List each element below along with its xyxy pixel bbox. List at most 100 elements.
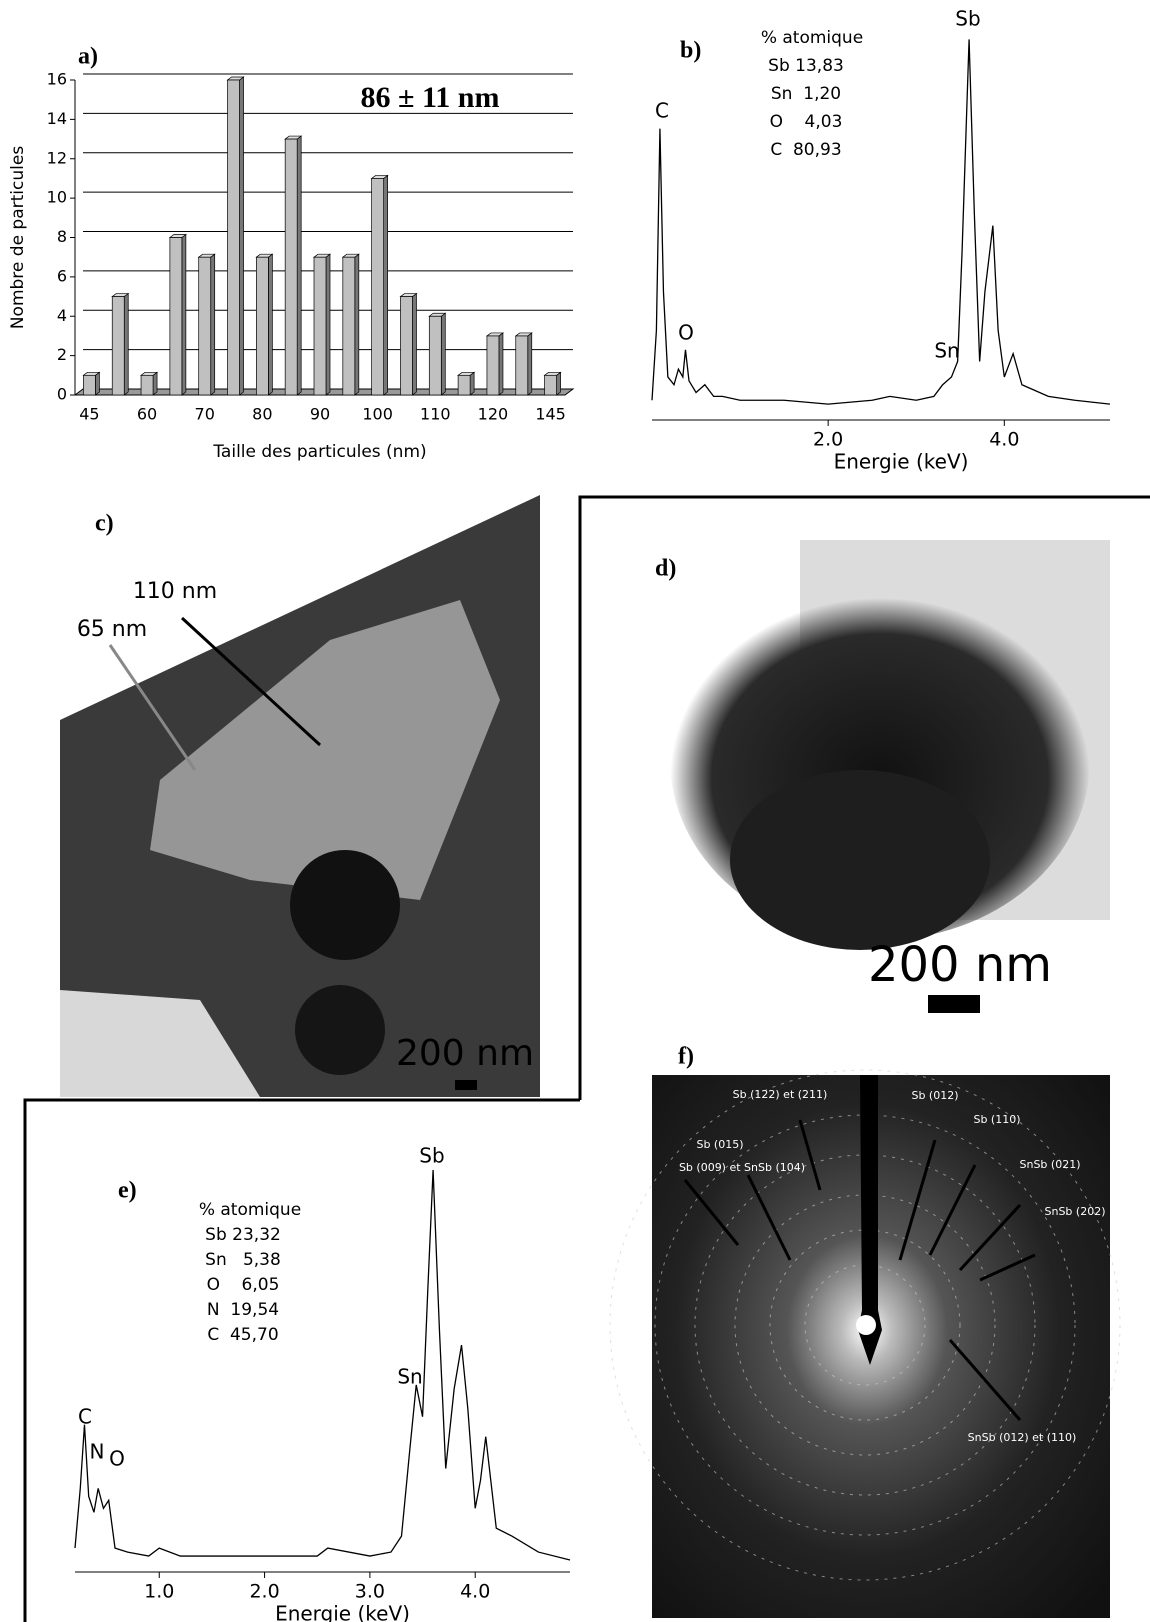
annotation: O [678,321,694,345]
annotation: Sn [934,339,959,363]
tem-image-c [60,495,540,1097]
x-tick-label: 4.0 [460,1581,490,1603]
bar-side [268,253,273,396]
annotation: C [78,1405,92,1429]
annotation: 86 ± 11 nm [361,81,500,114]
x-tick-label: 4.0 [989,429,1019,451]
annotation: C 80,93 [770,140,841,160]
bar [400,296,413,396]
bar-side [296,135,302,396]
x-tick-label: 100 [362,405,393,424]
bar-side [469,371,475,396]
bar-side [498,332,504,396]
bar-side [325,253,331,396]
annotation: C 45,70 [207,1325,278,1345]
spectrum-line [74,1169,571,1561]
bar [342,256,356,396]
annotation: C [655,99,669,123]
panel-label: c) [95,511,114,537]
bar-side [95,371,100,396]
image-annotation: SnSb (202) [1045,1205,1106,1218]
bar-side [181,233,187,396]
bar-side [556,371,561,396]
annotation: O 6,05 [207,1275,280,1295]
bar-side [354,253,360,396]
annotation: Sb [955,7,980,31]
bar [486,335,500,396]
bar [371,178,384,396]
image-annotation: SnSb (021) [1020,1158,1081,1171]
y-axis-title: Nombre de particules [8,146,28,329]
bar [544,374,557,396]
x-tick-label: 3.0 [355,1581,385,1603]
y-tick-label: 4 [57,306,67,325]
annotation: Sn 1,20 [771,84,841,104]
bar-side [440,312,446,396]
annotation: Sn [397,1365,422,1389]
bar-side [527,332,533,396]
bar-side [383,174,388,396]
annotation: Sn 5,38 [205,1250,281,1270]
image-annotation: 200 nm [396,1033,534,1074]
image-annotation: Sb (110) [973,1113,1020,1126]
x-axis-title: Energie (keV) [834,450,969,474]
image-annotation: Sb (012) [911,1089,958,1102]
x-tick-label: 45 [79,405,99,424]
x-axis-title: Energie (keV) [275,1602,410,1622]
y-tick-label: 10 [47,188,67,207]
image-annotation: Sb (015) [696,1138,743,1151]
bar [428,315,442,396]
panel-label: e) [118,1178,137,1204]
image-annotation: 110 nm [133,579,217,604]
bar [198,256,212,396]
bar [227,79,240,396]
x-tick-label: 120 [478,405,509,424]
x-tick-label: 70 [195,405,215,424]
bar-side [210,253,216,396]
bar [284,138,298,396]
x-axis-title: Taille des particules (nm) [212,442,426,462]
panel-label: d) [655,556,676,582]
bar-side [412,292,417,396]
diffraction-image-f [609,1069,1121,1618]
y-tick-label: 2 [57,345,67,364]
x-tick-label: 90 [310,405,330,424]
x-tick-label: 80 [252,405,272,424]
bar [140,374,154,396]
image-annotation: 200 nm [868,937,1052,993]
panel-label: a) [78,44,98,70]
bar [169,237,183,396]
annotation: Sb [419,1144,444,1168]
y-tick-label: 12 [47,148,67,167]
panel-label: f) [678,1044,694,1070]
annotation: N [90,1440,105,1464]
annotation: % atomique [761,28,863,48]
image-annotation: SnSb (012) et (110) [968,1431,1077,1444]
y-tick-label: 8 [57,227,67,246]
bar-side [239,76,244,396]
y-tick-label: 0 [57,385,67,404]
panel-borders [23,495,1150,1622]
image-annotation: Sb (009) et SnSb (104) [679,1161,805,1174]
bar-side [152,371,158,396]
bar [313,256,327,396]
y-tick-label: 14 [47,109,67,128]
annotation: O 4,03 [770,112,843,132]
x-tick-label: 60 [137,405,157,424]
bar [515,335,529,396]
bar [256,256,269,396]
annotation: Sb 23,32 [205,1225,281,1245]
image-annotation: 65 nm [77,617,147,642]
image-annotation: Sb (122) et (211) [733,1088,828,1101]
spectrum-line [651,39,1111,405]
annotation: Sb 13,83 [768,56,844,76]
x-tick-label: 2.0 [813,429,843,451]
x-tick-label: 145 [535,405,566,424]
annotation: % atomique [199,1200,301,1220]
bar [457,374,471,396]
x-tick-label: 110 [420,405,451,424]
panel-label: b) [680,38,701,64]
bar [111,296,125,396]
bar [83,374,96,396]
